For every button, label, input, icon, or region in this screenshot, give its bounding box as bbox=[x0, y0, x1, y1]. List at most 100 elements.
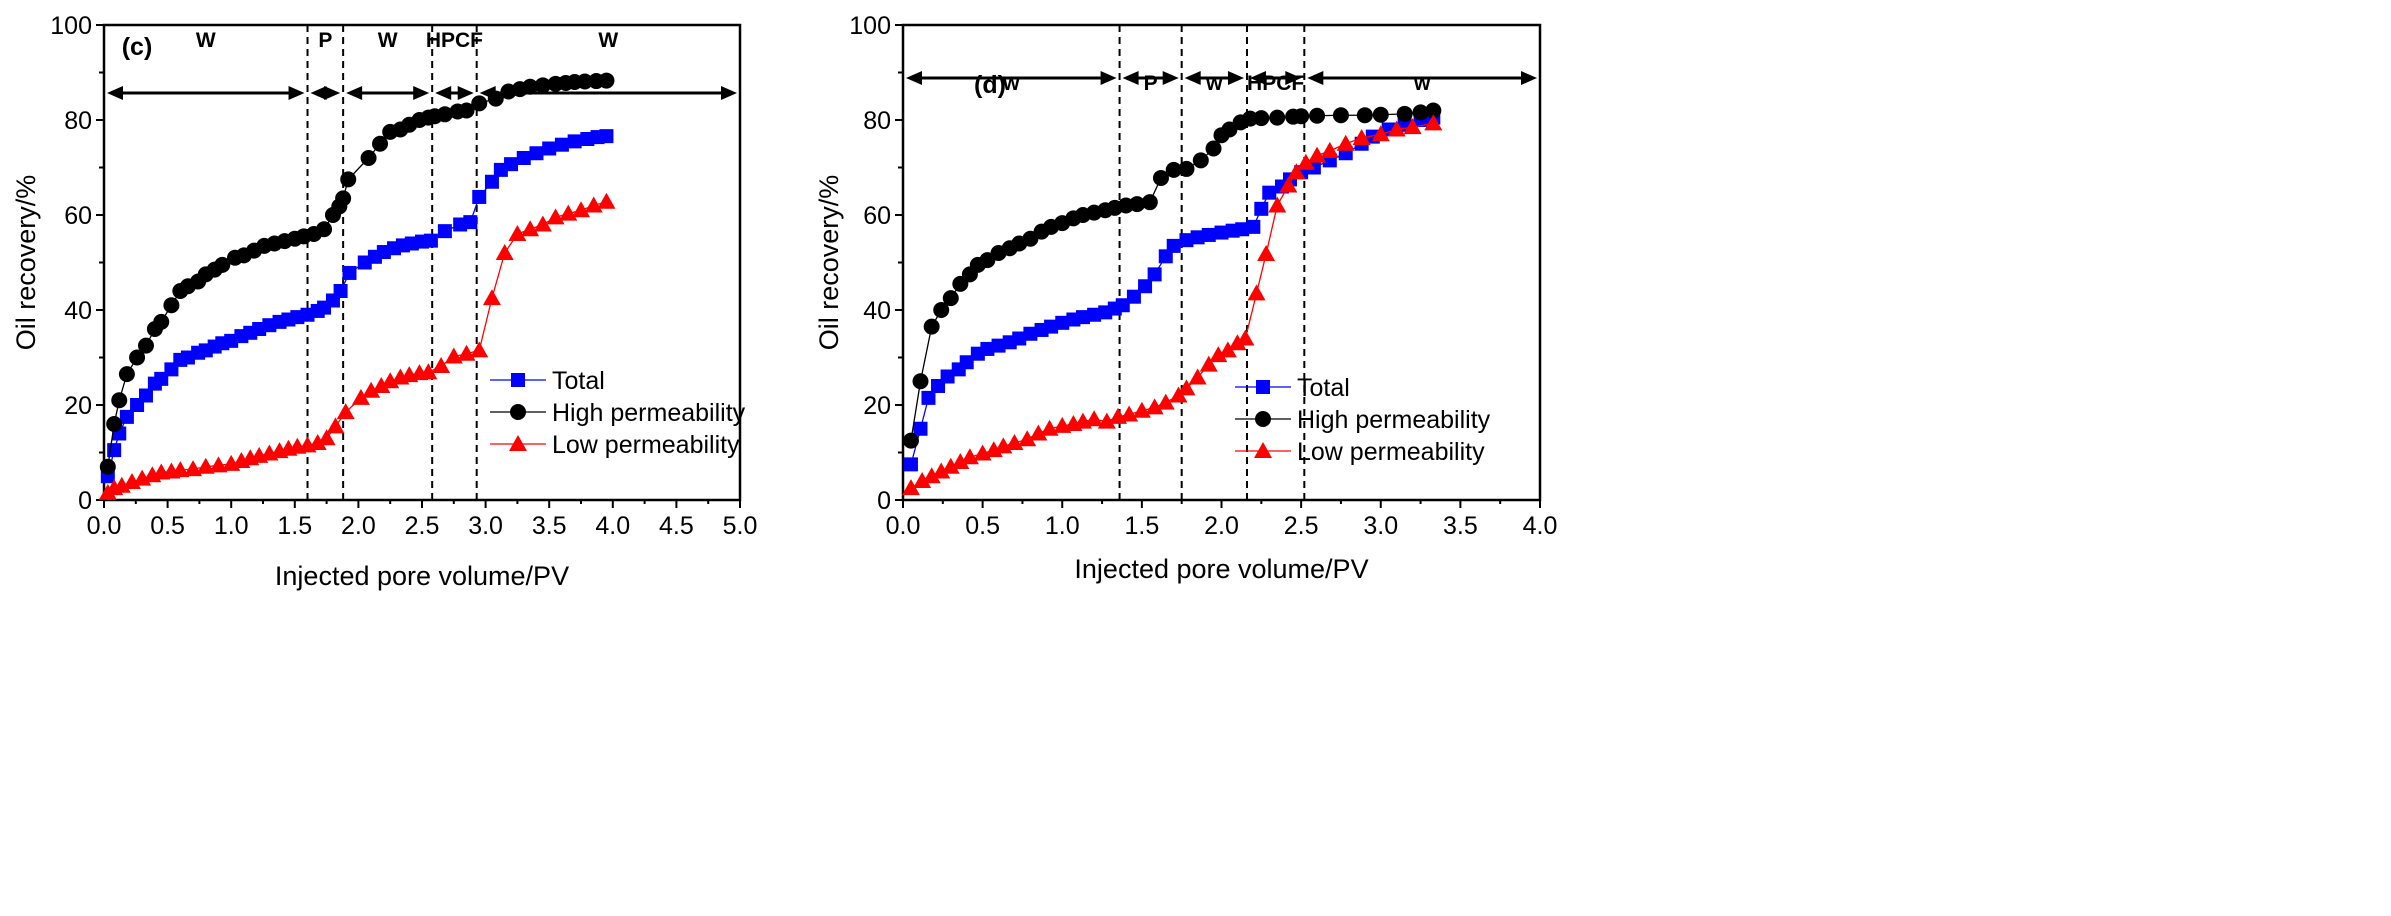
data-point bbox=[1199, 355, 1218, 372]
data-point bbox=[1129, 196, 1146, 213]
phase-label: w bbox=[1205, 72, 1223, 95]
data-point bbox=[941, 457, 960, 474]
phase-label: P bbox=[318, 29, 332, 52]
arrow-right-icon bbox=[1100, 71, 1117, 85]
data-point bbox=[1075, 310, 1090, 325]
data-point bbox=[1192, 152, 1209, 169]
data-point bbox=[1165, 161, 1182, 178]
data-point bbox=[508, 225, 527, 241]
data-point bbox=[1336, 134, 1355, 151]
data-point bbox=[1403, 118, 1422, 135]
legend-label: Low permeability bbox=[552, 431, 740, 459]
x-tick-label: 3.5 bbox=[532, 512, 567, 540]
data-point bbox=[1387, 120, 1406, 137]
data-point bbox=[171, 461, 190, 478]
x-tick-label: 4.0 bbox=[595, 512, 630, 540]
x-tick-label: 2.5 bbox=[405, 512, 440, 540]
series-line bbox=[107, 79, 607, 467]
data-point bbox=[362, 381, 381, 398]
data-point bbox=[1246, 219, 1261, 234]
arrow-right-icon bbox=[324, 86, 341, 100]
arrow-left-icon bbox=[435, 86, 452, 100]
chart-panel-d: 0.0 0.5 1.0 1.5 2.0 2.5 3.0 3.5 4.0 0 20 40 60 80 100 I… bbox=[814, 12, 1557, 584]
x-tick-label: 1.5 bbox=[277, 512, 312, 540]
series-line bbox=[910, 109, 1434, 441]
data-point bbox=[458, 102, 475, 119]
data-point bbox=[923, 318, 940, 335]
data-point bbox=[472, 189, 487, 204]
data-point bbox=[901, 479, 920, 496]
data-point bbox=[419, 363, 438, 380]
y-tick-label: 60 bbox=[863, 202, 891, 230]
y-tick-label: 0 bbox=[877, 487, 891, 515]
phase-label: HPCF bbox=[426, 29, 483, 52]
data-point bbox=[163, 297, 180, 314]
series-line bbox=[107, 201, 607, 494]
y-tick-label: 100 bbox=[50, 12, 92, 40]
series-total bbox=[100, 129, 614, 484]
data-point bbox=[1296, 153, 1315, 170]
data-point bbox=[933, 302, 950, 318]
data-point bbox=[351, 388, 370, 405]
data-point bbox=[1235, 222, 1250, 237]
y-tick-label: 40 bbox=[64, 297, 92, 325]
data-point bbox=[317, 429, 336, 446]
data-point bbox=[1126, 289, 1141, 304]
data-point bbox=[1156, 393, 1175, 410]
data-point bbox=[599, 129, 614, 144]
data-point bbox=[1209, 346, 1228, 363]
x-axis-label: Injected pore volume/PV bbox=[275, 561, 569, 591]
series-low-permeability bbox=[98, 192, 616, 500]
data-point bbox=[1257, 244, 1276, 261]
data-point bbox=[572, 201, 590, 218]
phase-label: P bbox=[1144, 72, 1158, 95]
legend-marker bbox=[1255, 411, 1271, 427]
data-point bbox=[903, 457, 918, 472]
series-high-permeability bbox=[99, 72, 615, 475]
data-point bbox=[542, 141, 557, 156]
data-point bbox=[1412, 104, 1429, 121]
y-axis-label: Oil recovery/% bbox=[11, 175, 41, 351]
arrow-right-icon bbox=[457, 86, 474, 100]
data-point bbox=[1147, 267, 1162, 282]
data-point bbox=[940, 369, 955, 384]
data-point bbox=[1293, 108, 1310, 125]
data-point bbox=[521, 220, 540, 237]
data-point bbox=[1018, 430, 1037, 447]
y-tick-label: 100 bbox=[849, 12, 891, 40]
arrow-right-icon bbox=[1521, 71, 1537, 85]
data-point bbox=[1115, 298, 1130, 313]
data-point bbox=[951, 453, 970, 469]
data-point bbox=[504, 157, 519, 172]
data-point bbox=[360, 150, 377, 166]
phase-label: w bbox=[1413, 72, 1431, 95]
data-point bbox=[1055, 315, 1070, 330]
x-tick-label: 1.0 bbox=[1045, 512, 1080, 540]
data-point bbox=[333, 284, 348, 298]
data-point bbox=[423, 233, 438, 248]
data-point bbox=[1424, 114, 1443, 131]
data-point bbox=[1152, 169, 1169, 186]
arrow-right-icon bbox=[1285, 71, 1302, 85]
data-point bbox=[1228, 334, 1247, 351]
arrow-left-icon bbox=[1307, 71, 1324, 85]
data-point bbox=[129, 349, 146, 366]
data-point bbox=[922, 467, 941, 484]
data-point bbox=[913, 472, 932, 488]
data-point bbox=[902, 432, 919, 449]
x-tick-label: 3.0 bbox=[1363, 512, 1398, 540]
arrow-right-icon bbox=[721, 86, 737, 100]
y-tick-label: 0 bbox=[78, 487, 92, 515]
data-point bbox=[1029, 424, 1048, 441]
data-point bbox=[209, 456, 228, 473]
series-line bbox=[107, 135, 607, 477]
data-point bbox=[1396, 105, 1413, 122]
data-point bbox=[340, 171, 357, 188]
data-point bbox=[1308, 146, 1327, 163]
chart-panel-c: 0.0 0.5 1.0 1.5 2.0 2.5 3.0 3.5 4.0 4.5 5.0 0 20 40 60… bbox=[11, 12, 757, 591]
data-point bbox=[1179, 233, 1194, 248]
data-point bbox=[470, 341, 489, 358]
x-tick-label: 2.5 bbox=[1284, 512, 1319, 540]
arrow-right-icon bbox=[288, 86, 305, 100]
panel-label: (c) bbox=[122, 33, 153, 61]
